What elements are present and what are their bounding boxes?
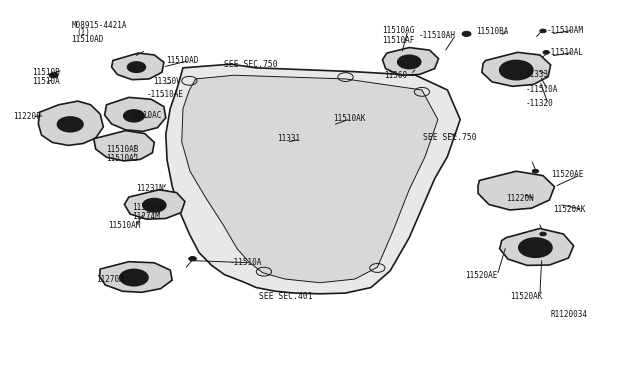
Polygon shape <box>182 75 438 283</box>
Circle shape <box>500 61 533 80</box>
Text: 11231N: 11231N <box>136 184 164 193</box>
Text: 11510AJ: 11510AJ <box>106 154 139 163</box>
Text: 11510AB: 11510AB <box>106 145 139 154</box>
Text: 11333: 11333 <box>525 70 548 79</box>
Polygon shape <box>38 101 103 145</box>
Text: 11220N: 11220N <box>506 195 534 203</box>
Text: -11510A: -11510A <box>230 258 262 267</box>
Text: M08915-4421A: M08915-4421A <box>72 21 127 30</box>
Polygon shape <box>500 228 573 265</box>
Circle shape <box>540 29 546 33</box>
Circle shape <box>540 232 546 236</box>
Text: 11510B: 11510B <box>32 68 60 77</box>
Text: -11510A: -11510A <box>525 85 557 94</box>
Text: SEE SEC.401: SEE SEC.401 <box>259 292 313 301</box>
Polygon shape <box>478 171 554 210</box>
Polygon shape <box>94 131 154 161</box>
Text: 11270M: 11270M <box>96 275 124 283</box>
Text: 11510AK: 11510AK <box>333 114 365 123</box>
Circle shape <box>519 238 552 257</box>
Text: 11520AE: 11520AE <box>465 271 498 280</box>
Text: 11520AK: 11520AK <box>510 292 542 301</box>
Text: 11510AF: 11510AF <box>383 36 415 45</box>
Polygon shape <box>111 53 164 80</box>
Polygon shape <box>482 52 550 86</box>
Text: 11360: 11360 <box>384 71 407 80</box>
Text: 11331: 11331 <box>276 134 300 143</box>
Polygon shape <box>124 190 185 219</box>
Circle shape <box>127 62 145 72</box>
Circle shape <box>189 257 196 261</box>
Polygon shape <box>166 64 460 294</box>
Circle shape <box>120 269 148 286</box>
Text: 11510A: 11510A <box>32 77 60 86</box>
Text: 11520AE: 11520AE <box>550 170 583 179</box>
Text: -11510AL: -11510AL <box>546 48 583 57</box>
Circle shape <box>532 169 539 173</box>
Text: 11520AK: 11520AK <box>553 205 586 214</box>
Polygon shape <box>104 97 166 131</box>
Circle shape <box>58 117 83 132</box>
Text: 11350V: 11350V <box>153 77 180 86</box>
Circle shape <box>543 51 549 54</box>
Circle shape <box>124 110 144 122</box>
Text: 11510AC: 11510AC <box>129 110 161 120</box>
Text: 11274M: 11274M <box>132 212 160 221</box>
Circle shape <box>397 55 420 68</box>
Text: 11510BB: 11510BB <box>132 202 164 212</box>
Text: 11220P: 11220P <box>13 112 40 121</box>
Text: 11510AG: 11510AG <box>383 26 415 35</box>
Polygon shape <box>100 262 172 292</box>
Text: 11510BA: 11510BA <box>476 27 509 36</box>
Circle shape <box>462 31 471 36</box>
Text: (1): (1) <box>77 28 90 37</box>
Text: -11320: -11320 <box>525 99 553 108</box>
Text: R1120034: R1120034 <box>550 310 588 319</box>
Text: -11510AE: -11510AE <box>147 90 184 99</box>
Circle shape <box>143 199 166 212</box>
Text: SEE SEC.750: SEE SEC.750 <box>225 60 278 69</box>
Circle shape <box>49 73 58 78</box>
Text: 11510AM: 11510AM <box>108 221 141 230</box>
Text: 11510AD: 11510AD <box>166 56 198 65</box>
Text: SEE SEC.750: SEE SEC.750 <box>423 133 477 142</box>
Text: 11510AD: 11510AD <box>72 35 104 44</box>
Polygon shape <box>383 48 438 75</box>
Text: -11510AM: -11510AM <box>546 26 583 35</box>
Text: -11510AH: -11510AH <box>419 31 456 40</box>
